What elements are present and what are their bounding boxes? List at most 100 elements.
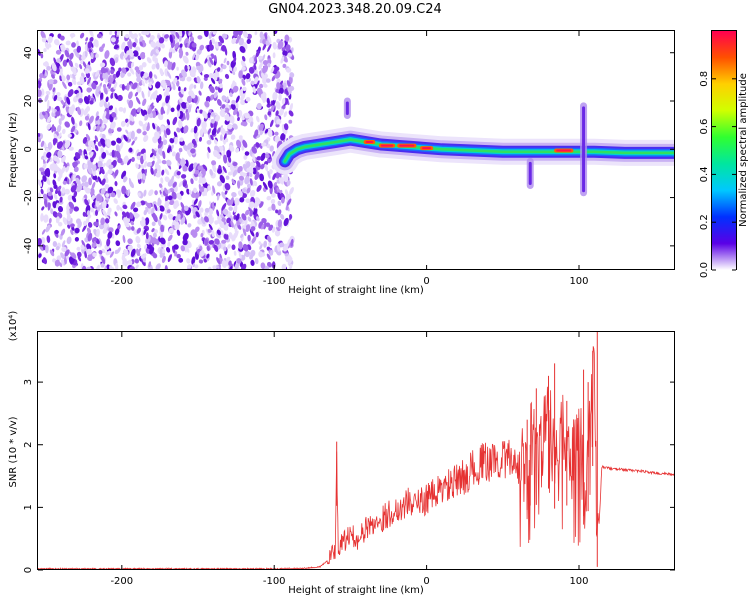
noise-speckle bbox=[239, 88, 244, 97]
noise-speckle bbox=[70, 125, 76, 133]
noise-speckle bbox=[240, 121, 246, 126]
noise-speckle bbox=[260, 152, 266, 162]
noise-speckle bbox=[213, 91, 218, 99]
noise-speckle bbox=[107, 231, 113, 239]
x-tick-label: 0 bbox=[423, 276, 429, 287]
noise-speckle bbox=[242, 139, 248, 148]
noise-speckle bbox=[82, 211, 86, 217]
noise-speckle bbox=[115, 70, 121, 78]
colorbar-tick-label: 0.2 bbox=[699, 214, 710, 230]
noise-speckle bbox=[222, 208, 229, 216]
noise-speckle bbox=[66, 255, 70, 260]
noise-speckle bbox=[254, 129, 259, 138]
noise-speckle bbox=[284, 88, 289, 96]
noise-speckle bbox=[208, 133, 212, 141]
noise-speckle bbox=[249, 189, 256, 198]
noise-speckle bbox=[90, 52, 94, 58]
noise-speckle bbox=[141, 90, 145, 99]
noise-speckle bbox=[211, 229, 215, 238]
noise-speckle bbox=[104, 184, 110, 190]
noise-speckle bbox=[184, 245, 190, 253]
noise-speckle bbox=[110, 140, 117, 146]
noise-speckle bbox=[228, 206, 233, 211]
noise-speckle bbox=[94, 209, 99, 216]
noise-speckle bbox=[152, 122, 156, 130]
noise-speckle bbox=[128, 99, 134, 109]
noise-speckle bbox=[148, 189, 154, 197]
noise-speckle bbox=[205, 96, 211, 103]
noise-speckle bbox=[153, 229, 159, 234]
noise-speckle bbox=[115, 263, 119, 270]
noise-speckle bbox=[232, 107, 239, 116]
noise-speckle bbox=[149, 246, 155, 255]
noise-speckle bbox=[182, 165, 188, 172]
noise-speckle bbox=[165, 95, 170, 104]
noise-speckle bbox=[250, 259, 255, 266]
noise-speckle bbox=[248, 57, 254, 64]
noise-speckle bbox=[41, 88, 45, 96]
noise-speckle bbox=[52, 201, 57, 209]
noise-speckle bbox=[282, 50, 288, 57]
y-tick-label: 40 bbox=[23, 46, 34, 59]
noise-speckle bbox=[201, 177, 207, 184]
noise-speckle bbox=[162, 82, 167, 90]
noise-speckle bbox=[132, 50, 139, 57]
noise-speckle bbox=[251, 146, 257, 154]
noise-speckle bbox=[193, 125, 198, 134]
noise-speckle bbox=[81, 240, 86, 248]
noise-speckle bbox=[161, 159, 167, 165]
noise-speckle bbox=[179, 43, 183, 49]
noise-speckle bbox=[87, 140, 92, 147]
noise-speckle bbox=[64, 49, 70, 58]
noise-speckle bbox=[216, 193, 220, 201]
noise-speckle bbox=[160, 224, 165, 233]
noise-speckle bbox=[80, 59, 84, 64]
noise-speckle bbox=[143, 189, 147, 197]
noise-speckle bbox=[252, 153, 256, 162]
noise-speckle bbox=[103, 101, 108, 109]
noise-speckle bbox=[235, 213, 240, 221]
noise-speckle bbox=[162, 150, 166, 160]
noise-speckle bbox=[120, 120, 126, 127]
noise-speckle bbox=[93, 236, 97, 242]
noise-speckle bbox=[97, 160, 103, 168]
noise-speckle bbox=[46, 116, 52, 123]
noise-speckle bbox=[40, 140, 45, 148]
noise-speckle bbox=[76, 45, 82, 53]
noise-speckle bbox=[161, 169, 165, 176]
noise-speckle bbox=[107, 211, 111, 216]
noise-speckle bbox=[151, 105, 155, 110]
noise-speckle bbox=[257, 55, 263, 60]
noise-speckle bbox=[174, 225, 179, 230]
noise-speckle bbox=[146, 57, 152, 64]
y-tick-label: 0 bbox=[23, 567, 34, 573]
noise-speckle bbox=[250, 249, 256, 257]
noise-speckle bbox=[221, 33, 228, 39]
noise-speckle bbox=[124, 219, 128, 227]
noise-speckle bbox=[236, 111, 240, 118]
noise-speckle bbox=[169, 200, 175, 206]
noise-speckle bbox=[123, 155, 129, 165]
spectrogram-plot-area bbox=[38, 31, 675, 270]
noise-speckle bbox=[227, 156, 232, 163]
noise-speckle bbox=[235, 100, 239, 109]
noise-speckle bbox=[68, 146, 74, 151]
noise-speckle bbox=[245, 73, 251, 80]
noise-speckle bbox=[276, 118, 282, 125]
noise-speckle bbox=[92, 175, 98, 181]
noise-speckle bbox=[155, 81, 161, 89]
noise-speckle bbox=[203, 187, 208, 196]
noise-speckle bbox=[151, 207, 155, 214]
noise-speckle bbox=[182, 180, 187, 187]
noise-speckle bbox=[238, 175, 245, 181]
noise-speckle bbox=[210, 134, 214, 141]
noise-speckle bbox=[73, 191, 78, 198]
noise-speckle bbox=[208, 44, 214, 51]
noise-speckle bbox=[261, 54, 266, 62]
noise-speckle bbox=[193, 198, 198, 205]
noise-speckle bbox=[82, 60, 87, 69]
noise-speckle bbox=[270, 66, 275, 74]
noise-speckle bbox=[102, 84, 107, 88]
noise-speckle bbox=[87, 41, 92, 49]
